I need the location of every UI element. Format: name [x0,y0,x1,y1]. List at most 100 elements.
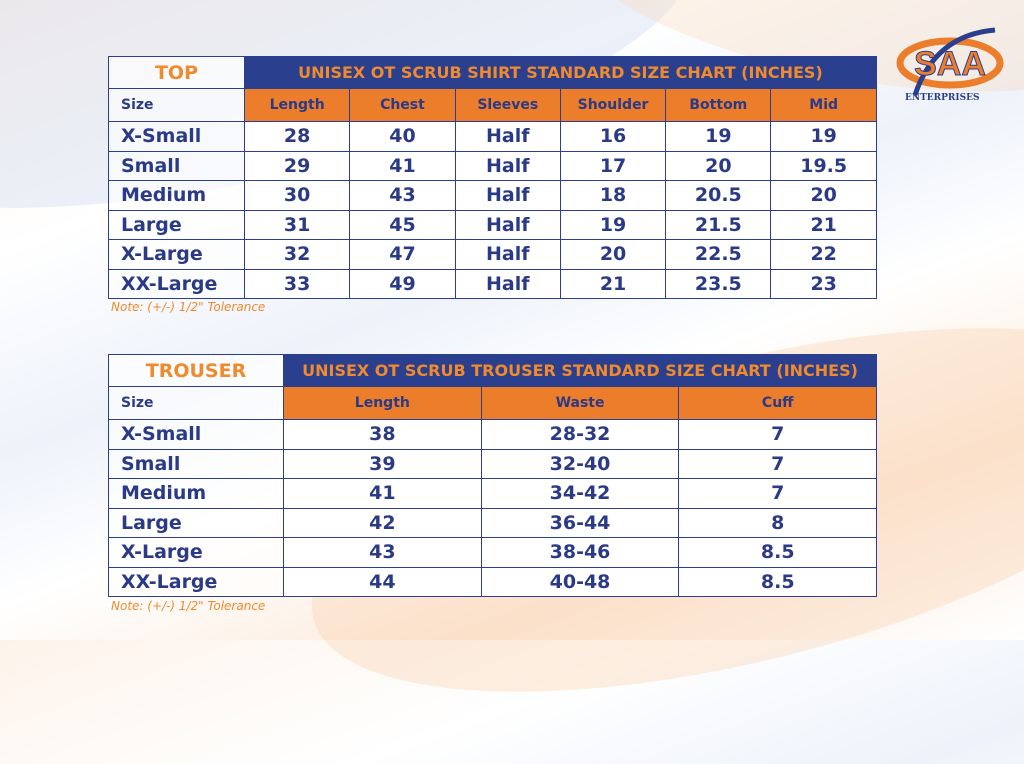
value-cell: 23.5 [665,268,772,299]
logo-subtitle: ENTERPRISES [905,93,980,103]
svg-text:SAA: SAA [914,45,986,83]
value-cell: 28-32 [480,419,680,450]
size-cell: X-Small [108,419,284,450]
value-cell: 40-48 [480,566,680,597]
value-cell: 18 [559,180,667,211]
column-header: Length [283,386,482,420]
table-row: Large 31 45 Half 19 21.5 21 [108,209,877,240]
saa-logo: SAA [896,27,1004,96]
value-cell: 21 [770,209,877,240]
value-cell: 30 [243,180,351,211]
table-row: X-Small 38 28-32 7 [108,419,878,450]
value-cell: 43 [283,537,482,568]
value-cell: 8 [678,507,878,538]
table-label: TOP [108,56,245,89]
value-cell: Half [454,239,561,270]
table-row: XX-Large 33 49 Half 21 23.5 23 [108,268,877,299]
size-cell: Medium [108,180,245,211]
value-cell: 34-42 [480,478,680,509]
value-cell: Half [454,209,561,240]
table-row: X-Large 32 47 Half 20 22.5 22 [108,239,877,270]
value-cell: 40 [349,121,456,152]
value-cell: 23 [770,268,877,299]
value-cell: 20 [770,180,877,211]
value-cell: 41 [349,150,456,181]
value-cell: Half [454,121,561,152]
value-cell: 7 [678,478,878,509]
table-title: UNISEX OT SCRUB TROUSER STANDARD SIZE CH… [282,354,878,387]
table-title: UNISEX OT SCRUB SHIRT STANDARD SIZE CHAR… [244,56,877,89]
table-row: Small 29 41 Half 17 20 19.5 [108,150,877,181]
value-cell: 41 [283,478,482,509]
value-cell: 19 [770,121,877,152]
table-row: XX-Large 44 40-48 8.5 [108,566,878,597]
value-cell: 16 [559,121,667,152]
trouser-size-table: TROUSER UNISEX OT SCRUB TROUSER STANDARD… [108,354,878,597]
value-cell: 36-44 [480,507,680,538]
value-cell: 32 [243,239,351,270]
value-cell: 29 [243,150,351,181]
value-cell: 32-40 [480,448,680,479]
value-cell: Half [454,150,561,181]
column-header: Waste [480,386,680,420]
column-header: Cuff [678,386,878,420]
value-cell: 44 [283,566,482,597]
shirt-size-table: TOP UNISEX OT SCRUB SHIRT STANDARD SIZE … [108,56,877,299]
value-cell: 47 [349,239,456,270]
value-cell: Half [454,180,561,211]
value-cell: 38-46 [480,537,680,568]
table-row: Large 42 36-44 8 [108,507,878,538]
size-cell: X-Large [108,239,245,270]
value-cell: 49 [349,268,456,299]
size-cell: Small [108,448,284,479]
value-cell: 31 [243,209,351,240]
table-row: Medium 30 43 Half 18 20.5 20 [108,180,877,211]
value-cell: 39 [283,448,482,479]
table-row: Small 39 32-40 7 [108,448,878,479]
value-cell: 21 [559,268,667,299]
tolerance-note: Note: (+/-) 1/2" Tolerance [111,599,266,613]
column-header: Size [108,88,245,122]
value-cell: 22.5 [665,239,772,270]
value-cell: 33 [243,268,351,299]
value-cell: 7 [678,448,878,479]
table-row: X-Large 43 38-46 8.5 [108,537,878,568]
size-cell: X-Large [108,537,284,568]
value-cell: Half [454,268,561,299]
size-cell: Large [108,209,245,240]
value-cell: 45 [349,209,456,240]
value-cell: 42 [283,507,482,538]
value-cell: 8.5 [678,566,878,597]
value-cell: 21.5 [665,209,772,240]
size-cell: XX-Large [108,566,284,597]
column-header: Bottom [665,88,772,122]
column-header: Mid [770,88,877,122]
value-cell: 8.5 [678,537,878,568]
size-cell: XX-Large [108,268,245,299]
table-row: X-Small 28 40 Half 16 19 19 [108,121,877,152]
value-cell: 19 [559,209,667,240]
size-cell: Large [108,507,284,538]
value-cell: 20 [559,239,667,270]
table-row: Medium 41 34-42 7 [108,478,878,509]
column-header: Sleeves [454,88,561,122]
value-cell: 43 [349,180,456,211]
table-label: TROUSER [108,354,284,387]
value-cell: 20 [665,150,772,181]
column-header: Length [243,88,351,122]
column-header: Size [108,386,284,420]
size-cell: X-Small [108,121,245,152]
value-cell: 19.5 [770,150,877,181]
value-cell: 17 [559,150,667,181]
tolerance-note: Note: (+/-) 1/2" Tolerance [111,300,266,314]
value-cell: 19 [665,121,772,152]
size-cell: Medium [108,478,284,509]
value-cell: 22 [770,239,877,270]
size-cell: Small [108,150,245,181]
value-cell: 28 [243,121,351,152]
value-cell: 38 [283,419,482,450]
column-header: Shoulder [559,88,667,122]
value-cell: 20.5 [665,180,772,211]
column-header: Chest [349,88,456,122]
value-cell: 7 [678,419,878,450]
